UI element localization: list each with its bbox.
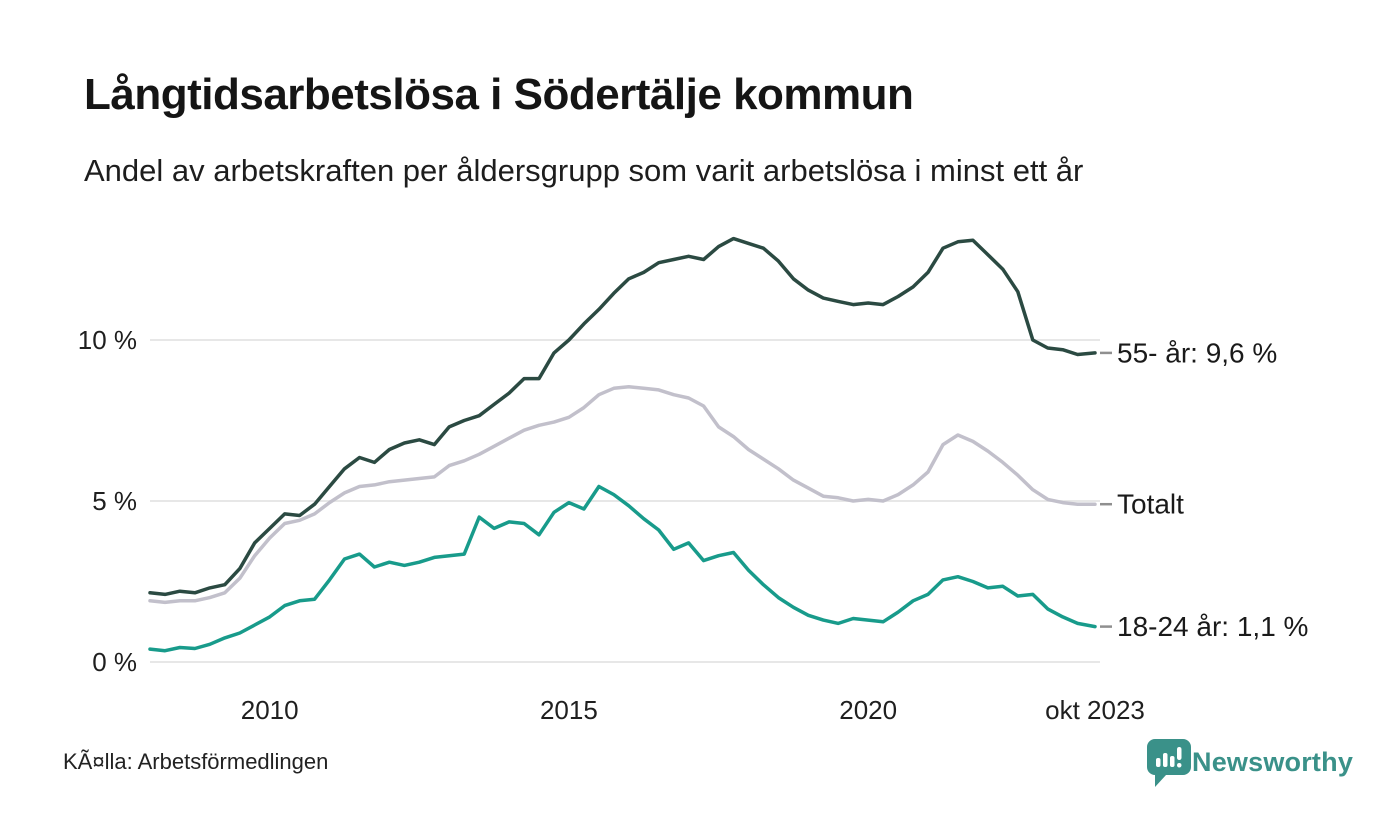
- series-line-totalt: [148, 384, 1097, 605]
- series-line-55-r: [148, 236, 1097, 597]
- x-axis-tick-label: 2015: [540, 695, 598, 725]
- x-axis-tick-label: okt 2023: [1045, 695, 1145, 725]
- y-axis-tick-label: 5 %: [92, 486, 137, 516]
- y-axis-tick-label: 0 %: [92, 647, 137, 677]
- series-end-label: Totalt: [1117, 489, 1184, 520]
- series-line-18-24-r: [148, 484, 1097, 653]
- series-end-label: 55- år: 9,6 %: [1117, 337, 1277, 368]
- x-axis-tick-label: 2010: [241, 695, 299, 725]
- page-title: Långtidsarbetslösa i Södertälje kommun: [84, 70, 914, 119]
- brand-name: Newsworthy: [1192, 747, 1354, 777]
- newsworthy-speech-bubble-chart-icon: [1147, 739, 1191, 787]
- page-subtitle: Andel av arbetskraften per åldersgrupp s…: [84, 153, 1084, 188]
- x-axis-tick-label: 2020: [839, 695, 897, 725]
- brand-logo: Newsworthy: [1146, 738, 1376, 792]
- source-note: KÃ¤lla: Arbetsförmedlingen: [63, 749, 329, 774]
- y-axis-tick-label: 10 %: [78, 325, 137, 355]
- series-end-label: 18-24 år: 1,1 %: [1117, 611, 1308, 642]
